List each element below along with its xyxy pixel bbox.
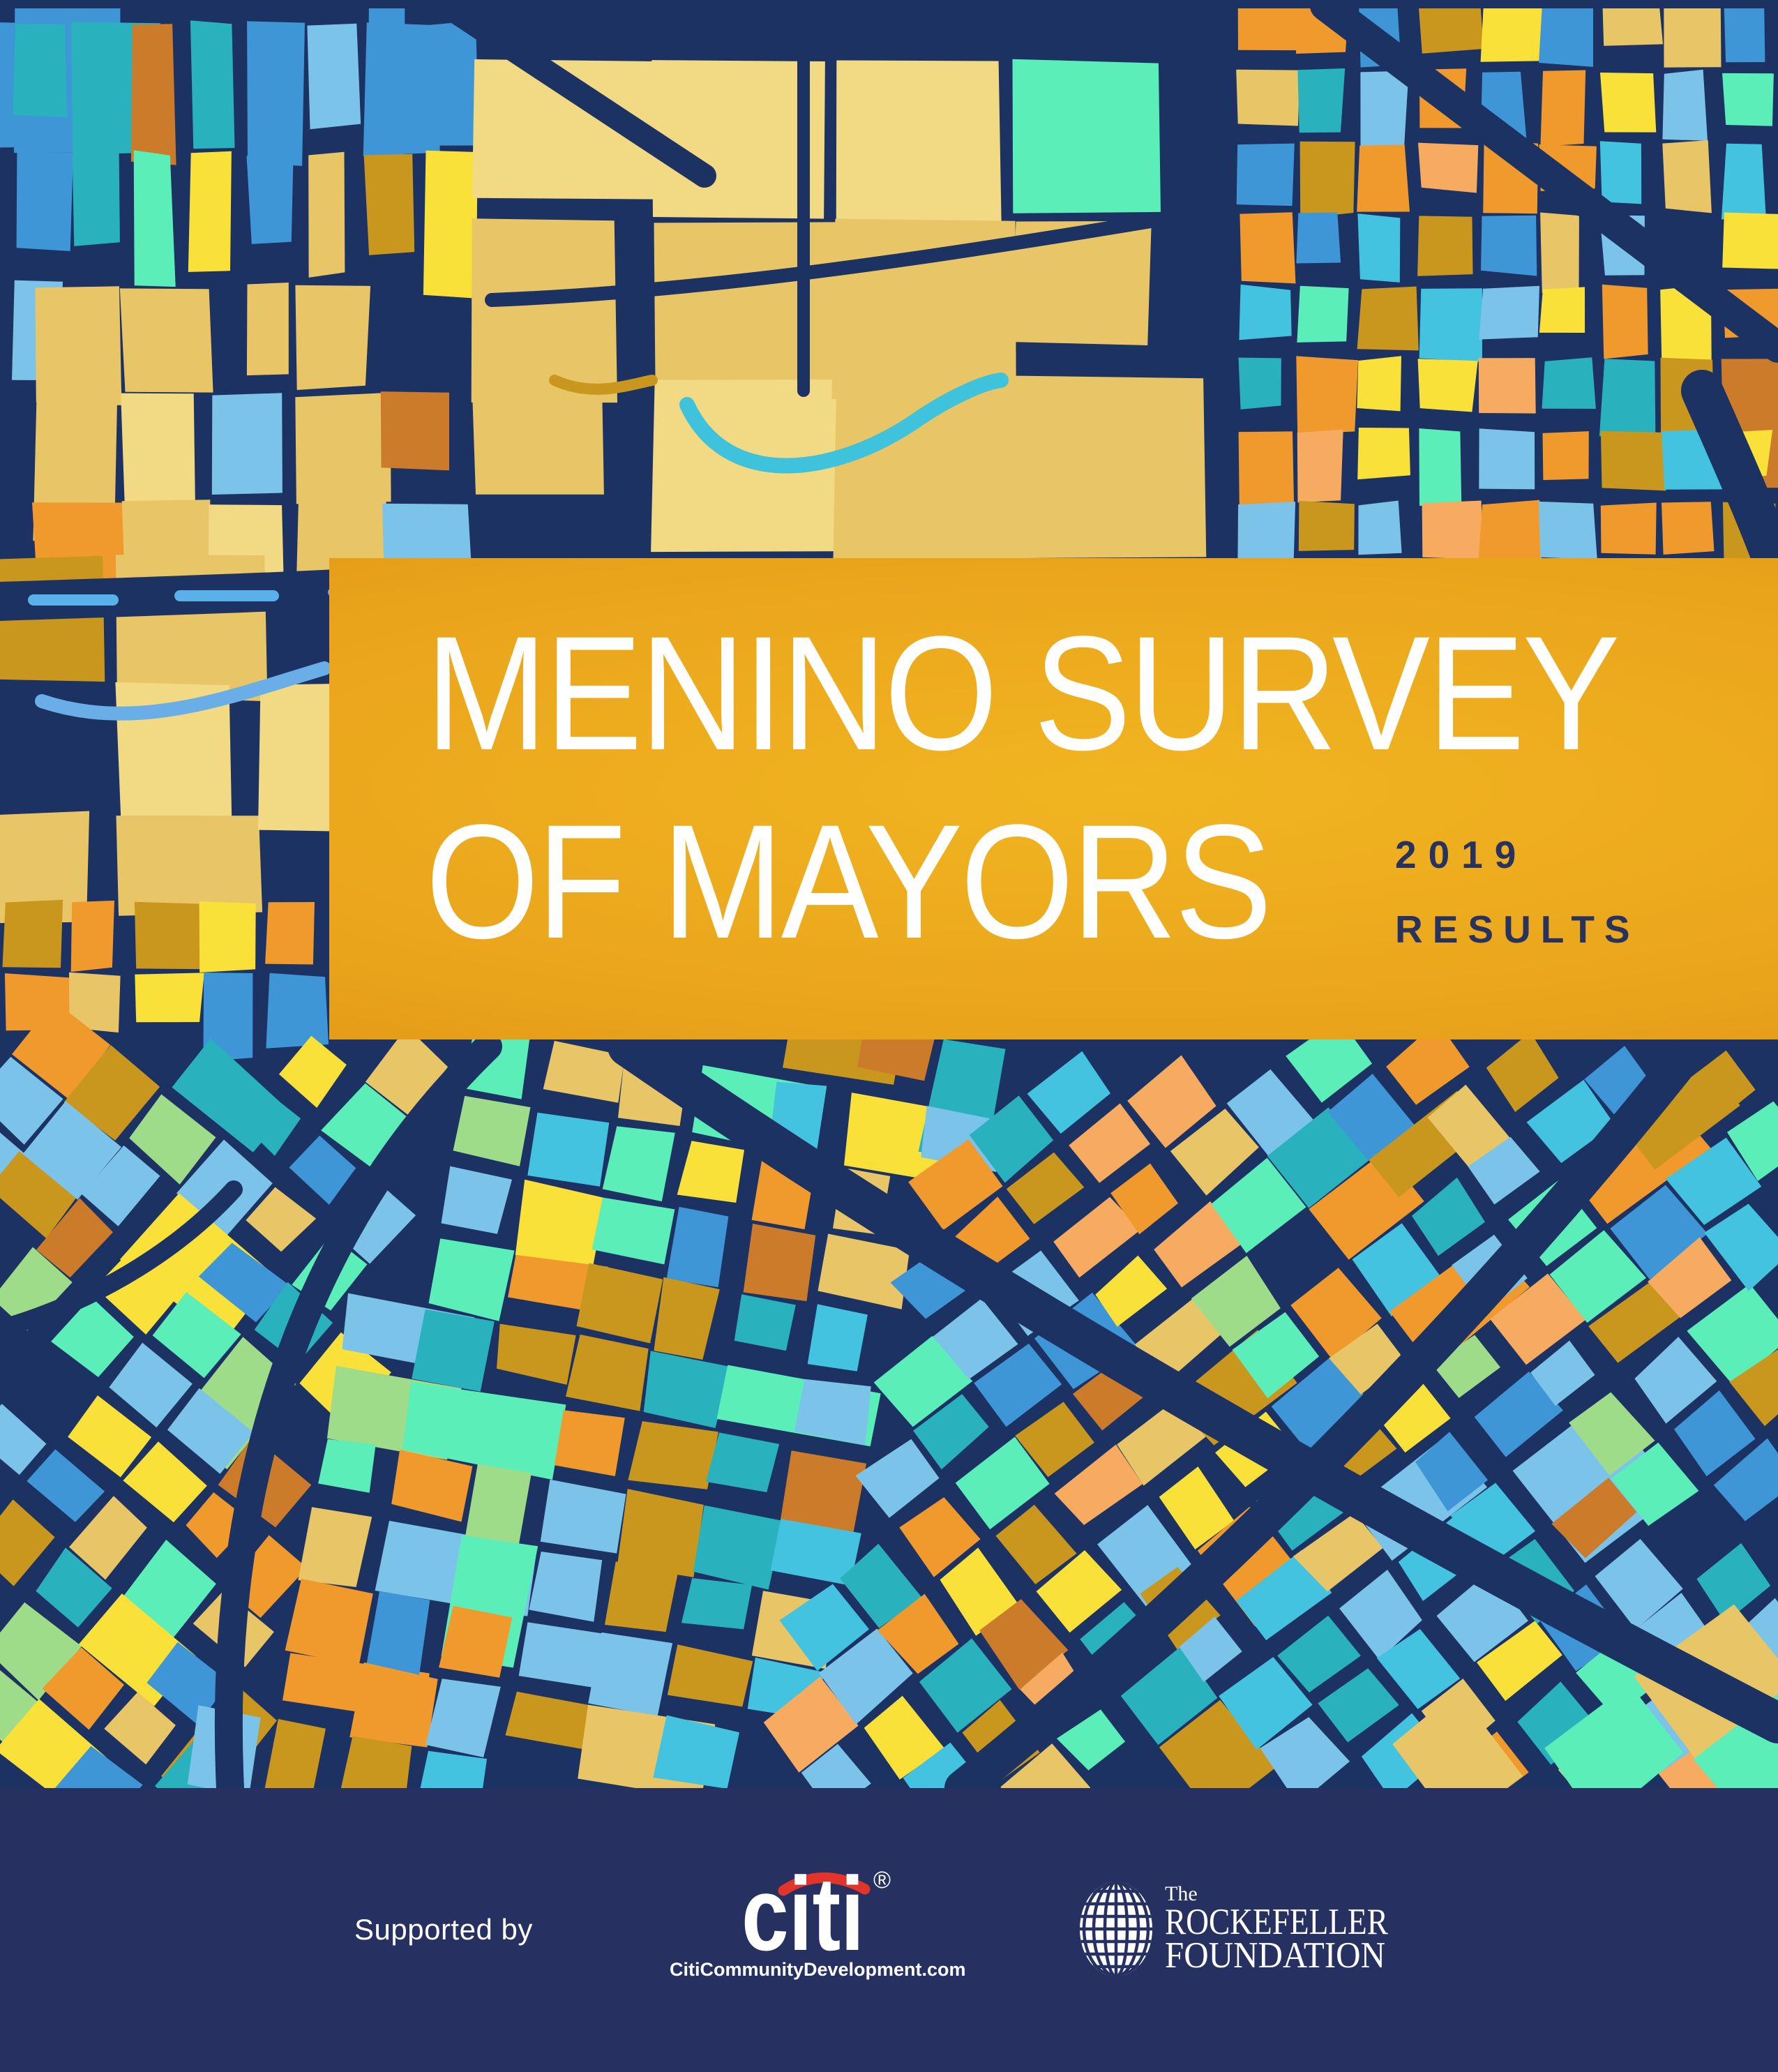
map-rivers bbox=[35, 373, 1009, 721]
city-map-illustration bbox=[0, 0, 1778, 1788]
sponsor-footer bbox=[0, 1788, 1778, 2072]
rockefeller-name-line1: ROCKEFELLER bbox=[1165, 1902, 1389, 1942]
title-banner: MENINO SURVEY OF MAYORS 2019 RESULTS bbox=[329, 558, 1778, 1039]
rockefeller-name-line2: FOUNDATION bbox=[1165, 1935, 1385, 1976]
registered-trademark-icon: ® bbox=[873, 1867, 891, 1893]
globe-icon bbox=[1080, 1882, 1152, 1976]
citi-wordmark: citi bbox=[741, 1855, 864, 1960]
rockefeller-the-label: The bbox=[1165, 1882, 1198, 1905]
city-map-background bbox=[0, 0, 1778, 1788]
map-top-edge bbox=[0, 0, 1778, 8]
report-title-line1: MENINO SURVEY bbox=[425, 603, 1620, 784]
supported-by-label: Supported by bbox=[354, 1913, 533, 1946]
citi-red-arc-icon bbox=[778, 1872, 871, 1896]
citi-logo: citi ® bbox=[741, 1855, 891, 1960]
edition-block: 2019 RESULTS bbox=[1395, 558, 1772, 1039]
citi-community-development-url: CitiCommunityDevelopment.com bbox=[670, 1959, 966, 1980]
report-title-line2: OF MAYORS bbox=[425, 791, 1272, 973]
edition-year: 2019 bbox=[1395, 833, 1528, 876]
rockefeller-foundation-logo: The ROCKEFELLER FOUNDATION bbox=[1080, 1882, 1389, 1976]
edition-results-label: RESULTS bbox=[1395, 908, 1640, 951]
